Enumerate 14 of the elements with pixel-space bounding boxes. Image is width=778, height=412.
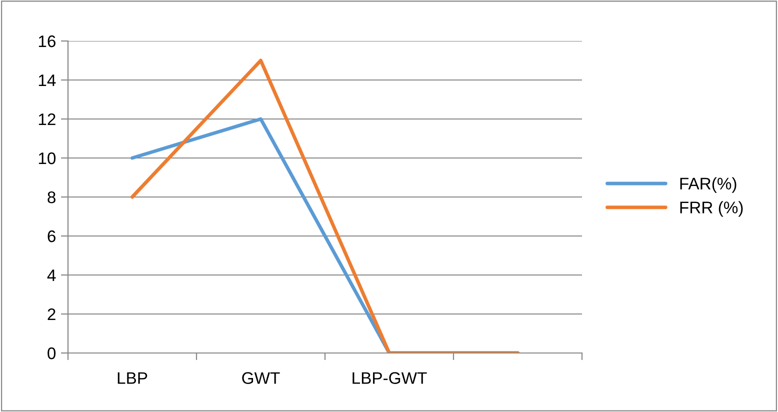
- y-tick-label: 14: [38, 74, 56, 86]
- y-tick-label: 12: [38, 113, 56, 126]
- y-tick-label: 6: [48, 230, 56, 242]
- y-tick-label: 10: [38, 152, 56, 164]
- x-tick-label: LBP-GWT: [352, 372, 427, 384]
- y-tick-label: 8: [48, 191, 56, 204]
- legend-label: FAR(%): [680, 177, 736, 193]
- x-tick-label: GWT: [242, 372, 280, 384]
- y-tick-label: 2: [48, 308, 56, 320]
- y-tick-label: 0: [48, 347, 56, 360]
- y-tick-label: 16: [38, 35, 56, 48]
- legend-label: FRR (%): [680, 201, 743, 217]
- y-tick-label: 4: [47, 270, 56, 282]
- x-tick-label: LBP: [118, 372, 148, 384]
